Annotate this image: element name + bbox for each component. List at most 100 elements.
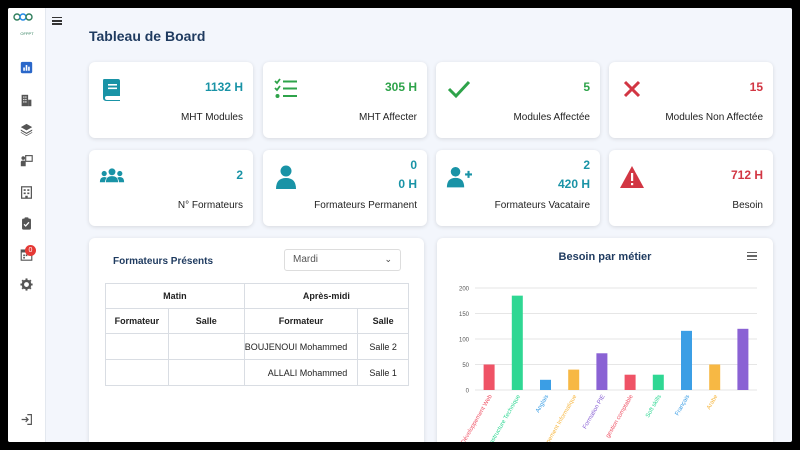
sidebar: OFPPT 0 — [8, 8, 46, 442]
kpi-card-nb-formateurs: 2 N° Formateurs — [89, 150, 253, 226]
y-tick-label: 150 — [459, 312, 470, 318]
bar — [511, 295, 523, 390]
cell-room-am — [167, 333, 245, 360]
kpi-label: Modules Non Affectée — [665, 112, 763, 123]
cell-trainer-pm: ALLALI Mohammed — [243, 359, 359, 386]
clipboard-icon — [21, 216, 31, 230]
room-icon — [20, 185, 32, 199]
layers-icon — [20, 123, 32, 136]
kpi-label: Besoin — [732, 200, 763, 211]
user-icon — [273, 164, 299, 190]
kpi-value: 0 — [410, 158, 417, 172]
day-select-value: Mardi — [293, 254, 319, 265]
cell-trainer-pm: BOUJENOUI Mohammed — [243, 333, 359, 360]
logout-button[interactable] — [18, 411, 34, 427]
header-afternoon: Après-midi — [243, 283, 410, 309]
list-check-icon — [273, 76, 299, 102]
sidebar-item-settings[interactable] — [18, 276, 34, 292]
logo-text: OFPPT — [20, 31, 34, 36]
kpi-value: 15 — [749, 80, 763, 94]
sidebar-item-buildings[interactable] — [18, 92, 34, 108]
y-tick-label: 0 — [466, 389, 470, 395]
menu-toggle-icon[interactable] — [52, 17, 62, 25]
user-plus-icon — [446, 164, 472, 190]
kpi-card-mht-affecter: 305 H MHT Affecter — [263, 62, 427, 138]
kpi-value: 5 — [583, 80, 590, 94]
chart-title: Besoin par métier — [558, 251, 652, 263]
bar — [652, 374, 664, 390]
y-tick-label: 50 — [462, 363, 469, 369]
users-icon — [99, 164, 125, 190]
bar — [737, 328, 749, 390]
kpi-card-formateurs-vacataire: 2 420 H Formateurs Vacataire — [436, 150, 600, 226]
building-icon — [21, 94, 31, 106]
kpi-label: MHT Affecter — [359, 112, 417, 123]
presence-title: Formateurs Présents — [113, 256, 214, 267]
bar — [596, 353, 608, 390]
kpi-card-formateurs-permanent: 0 0 H Formateurs Permanent — [263, 150, 427, 226]
bar — [568, 369, 580, 390]
cell-trainer-am — [105, 333, 169, 360]
kpi-label: MHT Modules — [180, 112, 243, 123]
bar — [681, 330, 692, 390]
x-tick-label: Français — [675, 394, 692, 417]
kpi-label: Formateurs Permanent — [314, 200, 417, 211]
presence-table: Matin Après-midi Formateur Salle Formate… — [105, 283, 410, 386]
bar-chart-icon — [20, 61, 32, 73]
presence-panel: Formateurs Présents Mardi ⌄ Matin Après-… — [89, 238, 424, 442]
table-row: BOUJENOUI Mohammed Salle 2 — [105, 333, 409, 360]
kpi-card-modules-non-affectee: 15 Modules Non Affectée — [609, 62, 773, 138]
header-morning: Matin — [105, 283, 245, 309]
gear-icon — [19, 277, 33, 291]
kpi-card-mht-modules: 1132 H MHT Modules — [89, 62, 253, 138]
kpi-value-hours: 420 H — [557, 177, 590, 191]
chart-menu-icon[interactable] — [747, 252, 757, 262]
bar — [624, 374, 636, 390]
x-tick-label: Arabe — [706, 393, 720, 410]
bar — [709, 364, 721, 390]
sidebar-item-layers[interactable] — [18, 121, 34, 137]
kpi-value-hours: 0 H — [398, 177, 417, 191]
book-icon — [99, 76, 125, 102]
subheader-room-am: Salle — [167, 308, 245, 334]
cross-icon — [619, 76, 645, 102]
kpi-value: 712 H — [730, 168, 763, 182]
x-tick-label: Développement Web — [461, 393, 494, 442]
sidebar-item-dashboard[interactable] — [18, 59, 34, 75]
subheader-room-pm: Salle — [357, 308, 409, 334]
sidebar-item-tasks[interactable] — [18, 215, 34, 231]
kpi-card-besoin: 712 H Besoin — [609, 150, 773, 226]
chart-panel: Besoin par métier 0 50 100 150 200 Développem… — [437, 238, 773, 442]
check-icon — [446, 76, 472, 102]
notification-badge: 0 — [25, 245, 36, 256]
x-tick-label: Soft skills — [645, 394, 663, 419]
subheader-trainer-pm: Formateur — [243, 308, 359, 334]
cell-room-pm: Salle 2 — [357, 333, 409, 360]
subheader-trainer-am: Formateur — [105, 308, 169, 334]
kpi-label: N° Formateurs — [177, 200, 243, 211]
sidebar-item-rooms[interactable] — [18, 184, 34, 200]
day-select[interactable]: Mardi ⌄ — [284, 249, 401, 271]
kpi-card-modules-affectee: 5 Modules Affectée — [436, 62, 600, 138]
sidebar-item-trainers[interactable] — [18, 152, 34, 168]
x-tick-label: Anglais — [535, 394, 550, 414]
table-row: ALLALI Mohammed Salle 1 — [105, 359, 409, 386]
kpi-value: 1132 H — [204, 80, 243, 94]
cell-trainer-am — [105, 359, 169, 386]
chevron-down-icon: ⌄ — [384, 254, 392, 264]
kpi-value: 2 — [583, 158, 590, 172]
y-tick-label: 100 — [459, 338, 470, 344]
x-tick-label: gestion comptable — [605, 393, 635, 439]
logo: OFPPT — [12, 12, 42, 36]
kpi-label: Formateurs Vacataire — [494, 200, 590, 211]
page-title: Tableau de Board — [89, 28, 206, 44]
bar — [540, 379, 551, 390]
kpi-value: 305 H — [384, 80, 417, 94]
kpi-label: Modules Affectée — [513, 112, 590, 123]
warning-icon — [619, 164, 645, 190]
app-window: OFPPT 0 Tableau de Board — [8, 8, 792, 442]
cell-room-pm: Salle 1 — [357, 359, 409, 386]
logout-icon — [21, 413, 32, 425]
y-tick-label: 200 — [459, 287, 470, 293]
